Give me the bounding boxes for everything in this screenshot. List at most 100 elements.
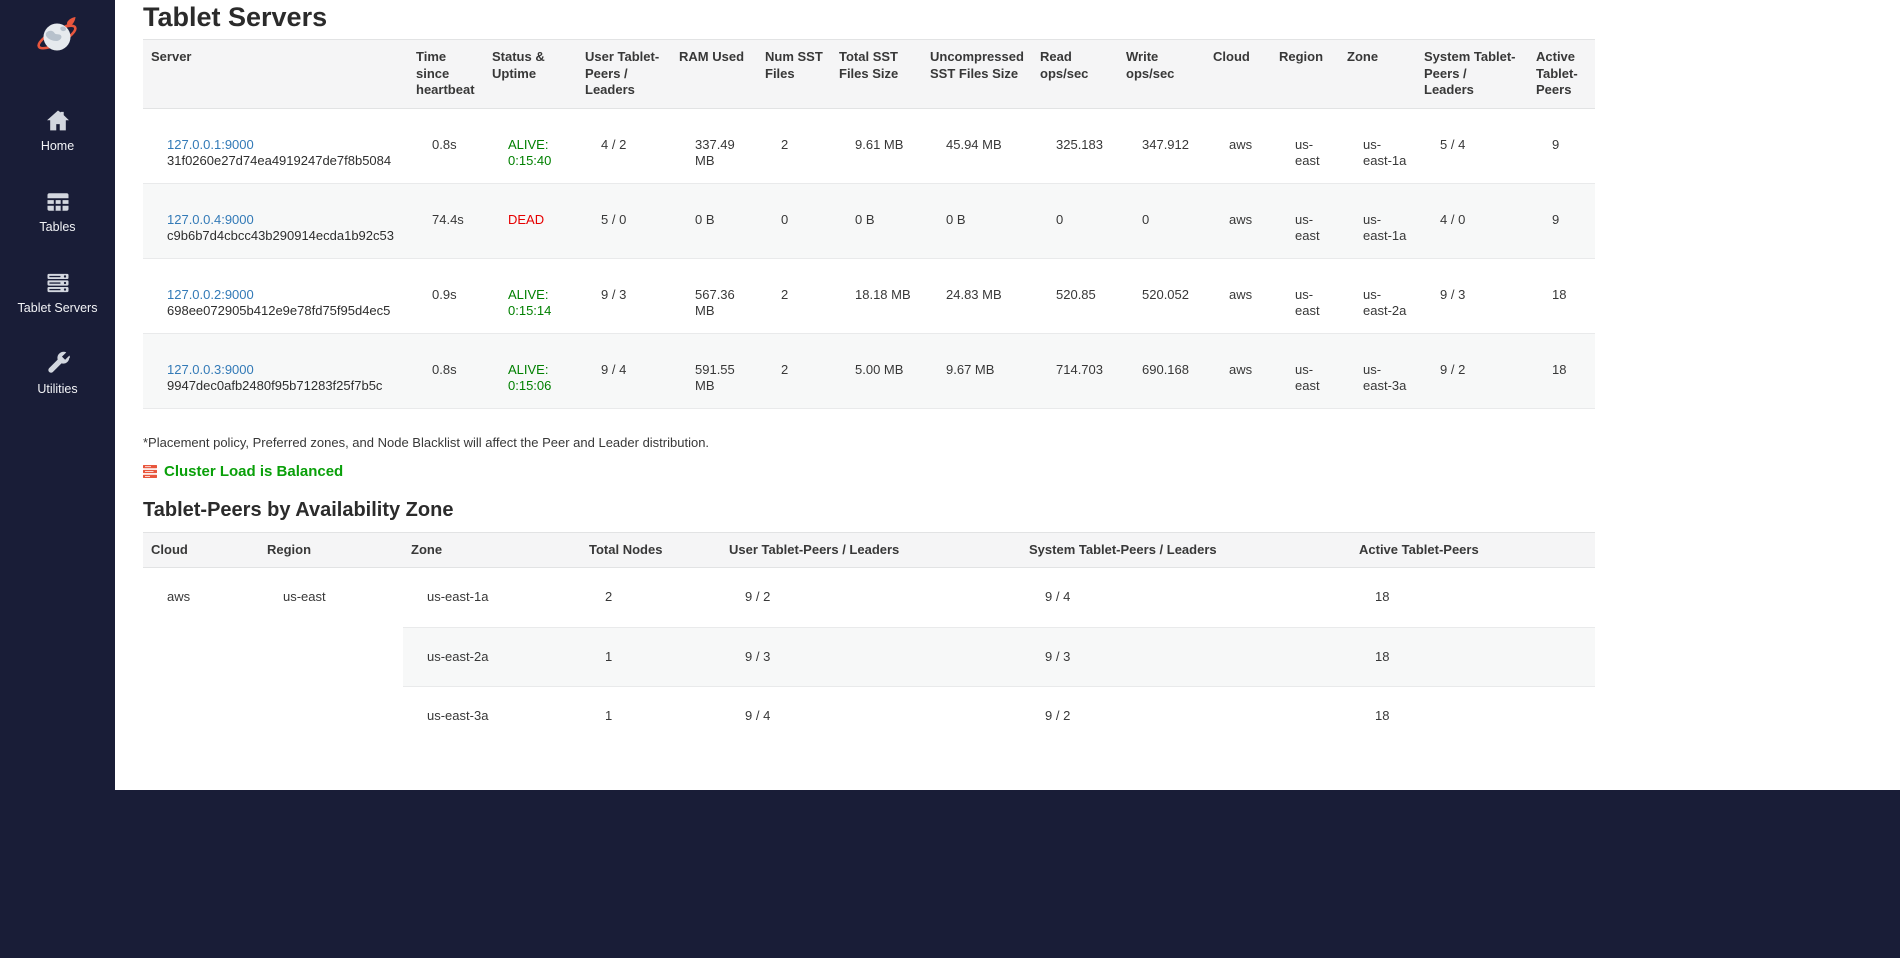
sidebar-item-home[interactable]: Home [0, 107, 115, 154]
sidebar: Home Tables [0, 0, 115, 958]
cell-user-peers: 9 / 4 [721, 686, 1021, 746]
home-icon [46, 110, 69, 131]
cell-region: us-east [259, 567, 403, 746]
cell-system-peers: 9 / 2 [1021, 686, 1351, 746]
sidebar-item-tables[interactable]: Tables [0, 188, 115, 235]
tables-icon [47, 193, 68, 211]
status-text: ALIVE: [508, 286, 549, 302]
cell-status: ALIVE: 0:15:40 [484, 108, 577, 183]
column-header-user-peers: User Tablet-Peers / Leaders [721, 531, 1021, 568]
sidebar-item-utilities[interactable]: Utilities [0, 350, 115, 397]
cell-system-peers: 9 / 3 [1416, 257, 1528, 333]
server-row: 127.0.0.1:9000 31f0260e27d74ea4919247de7… [143, 108, 1595, 183]
cell-active-peers: 18 [1351, 686, 1595, 746]
cell-uncompressed-sst: 9.67 MB [922, 332, 1032, 409]
column-header-active-peers: Active Tablet-Peers [1528, 39, 1595, 109]
zones-table: Cloud Region Zone Total Nodes User Table… [143, 531, 1595, 746]
servers-table: Server Time since heartbeat Status & Upt… [143, 39, 1595, 409]
cell-heartbeat: 0.8s [432, 136, 457, 152]
main-content: Tablet Servers Server Time since heartbe… [115, 0, 1900, 746]
sidebar-item-label: Utilities [37, 382, 78, 396]
cell-num-sst: 0 [757, 182, 831, 258]
cell-cloud: aws [1205, 332, 1271, 409]
cell-sst-size: 9.61 MB [855, 136, 904, 152]
sidebar-nav: Home Tables [0, 107, 115, 397]
uptime-text: 0:15:40 [508, 153, 552, 168]
cell-uncompressed-sst: 24.83 MB [922, 257, 1032, 333]
cell-zone: us-east-3a [403, 686, 581, 746]
cell-user-peers: 9 / 2 [745, 589, 771, 604]
cell-server: 127.0.0.1:9000 31f0260e27d74ea4919247de7… [143, 108, 408, 183]
cell-user-peers: 5 / 0 [577, 182, 671, 258]
cell-num-sst: 2 [757, 257, 831, 333]
column-header-cloud: Cloud [1205, 39, 1271, 109]
column-header-read-ops: Read ops/sec [1032, 39, 1118, 109]
cluster-load-status: Cluster Load is Balanced [143, 463, 1900, 480]
servers-header-row: Server Time since heartbeat Status & Upt… [143, 39, 1595, 109]
cell-heartbeat: 74.4s [408, 182, 484, 258]
cell-read-ops: 0 [1032, 182, 1118, 258]
cell-cloud: aws [143, 567, 259, 746]
placement-note: *Placement policy, Preferred zones, and … [143, 434, 710, 450]
cell-sst-size: 5.00 MB [831, 332, 922, 409]
cell-zone: us-east-1a [1363, 136, 1407, 169]
cell-sst-size: 0 B [831, 182, 922, 258]
cell-total-nodes: 1 [581, 626, 721, 687]
cell-region: us-east [1271, 182, 1339, 258]
cell-region: us-east [1295, 136, 1320, 169]
cell-system-peers: 9 / 3 [1021, 626, 1351, 687]
zone-row: us-east-2a 1 9 / 3 9 / 3 18 [143, 626, 1595, 687]
cell-user-peers: 9 / 4 [577, 332, 671, 409]
cell-cloud: aws [1229, 136, 1253, 152]
server-link[interactable]: 127.0.0.2:9000 [167, 286, 254, 302]
column-header-region: Region [1271, 39, 1339, 109]
cell-active-peers: 18 [1351, 626, 1595, 687]
column-header-heartbeat: Time since heartbeat [408, 39, 484, 109]
column-header-uncompressed-sst: Uncompressed SST Files Size [922, 39, 1032, 109]
cell-zone: us-east-1a [427, 589, 489, 604]
cell-heartbeat: 0.8s [408, 332, 484, 409]
column-header-zone: Zone [1339, 39, 1416, 109]
cell-zone: us-east-2a [403, 626, 581, 687]
sidebar-item-tablet-servers[interactable]: Tablet Servers [0, 269, 115, 316]
cell-total-nodes: 2 [605, 589, 613, 604]
status-text: ALIVE: [508, 136, 549, 152]
zone-row: aws us-east us-east-1a 2 9 / 2 9 / 4 18 [143, 567, 1595, 746]
server-link[interactable]: 127.0.0.3:9000 [167, 361, 254, 377]
column-header-system-peers: System Tablet-Peers / Leaders [1416, 39, 1528, 109]
cell-user-peers: 9 / 3 [577, 257, 671, 333]
cell-active-peers: 9 [1528, 182, 1595, 258]
column-header-server: Server [143, 39, 408, 109]
cell-ram: 567.36 MB [671, 257, 757, 333]
server-link[interactable]: 127.0.0.1:9000 [167, 136, 254, 152]
server-uuid: 9947dec0afb2480f95b71283f25f7b5c [167, 378, 383, 393]
column-header-ram: RAM Used [671, 39, 757, 109]
yugabyte-logo[interactable] [34, 10, 82, 63]
cell-uncompressed-sst: 0 B [922, 182, 1032, 258]
cell-write-ops: 347.912 [1142, 136, 1189, 152]
server-row: 127.0.0.3:9000 9947dec0afb2480f95b71283f… [143, 332, 1595, 409]
server-uuid: c9b6b7d4cbcc43b290914ecda1b92c53 [167, 228, 394, 243]
cell-read-ops: 520.85 [1032, 257, 1118, 333]
cell-total-nodes: 1 [581, 686, 721, 746]
uptime-text: 0:15:06 [508, 378, 552, 393]
utilities-icon [47, 351, 70, 373]
cell-server: 127.0.0.3:9000 9947dec0afb2480f95b71283f… [143, 332, 408, 409]
column-header-region: Region [259, 531, 403, 568]
cell-ram: 0 B [671, 182, 757, 258]
cell-active-peers: 9 [1552, 136, 1560, 152]
server-uuid: 698ee072905b412e9e78fd75f95d4ec5 [167, 303, 391, 318]
cell-write-ops: 0 [1118, 182, 1205, 258]
section-title-zones: Tablet-Peers by Availability Zone [143, 498, 454, 521]
column-header-write-ops: Write ops/sec [1118, 39, 1205, 109]
column-header-sst-size: Total SST Files Size [831, 39, 922, 109]
server-link[interactable]: 127.0.0.4:9000 [167, 211, 254, 227]
cell-zone: us-east-1a [1339, 182, 1416, 258]
cell-num-sst: 2 [781, 136, 789, 152]
column-header-num-sst: Num SST Files [757, 39, 831, 109]
column-header-status: Status & Uptime [484, 39, 577, 109]
cell-ram: 591.55 MB [671, 332, 757, 409]
cell-sst-size: 18.18 MB [831, 257, 922, 333]
sidebar-item-label: Home [40, 139, 75, 153]
